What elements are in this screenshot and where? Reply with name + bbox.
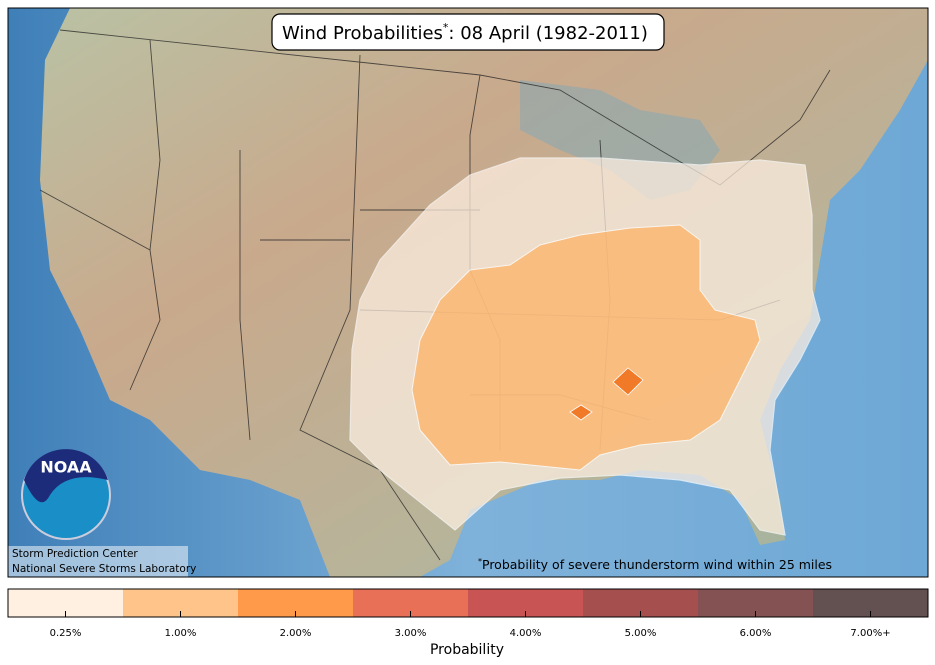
map (8, 8, 928, 577)
legend: 0.25% 1.00% 2.00% 3.00% 4.00% 5.00% 6.00% 7.00%… (7, 588, 929, 639)
logo-top (24, 449, 108, 503)
contour-1 (411, 224, 761, 471)
title-box (271, 13, 665, 51)
title-mark: * (443, 21, 449, 34)
legend-label: 2.00% (280, 628, 312, 639)
credit-line: Storm Prediction Center (12, 548, 138, 560)
footnote-mark: * (478, 557, 482, 566)
legend-label: 0.25% (50, 628, 82, 639)
title-main: Wind Probabilities (282, 23, 443, 44)
contour-2 (612, 367, 644, 396)
title-rest: : 08 April (1982-2011) (448, 23, 647, 44)
footnote-text: Probability of severe thunderstorm wind … (482, 557, 832, 572)
legend-label: 5.00% (625, 628, 657, 639)
credit-line: National Severe Storms Laboratory (12, 563, 196, 575)
legend-label: 3.00% (395, 628, 427, 639)
legend-label: 4.00% (510, 628, 542, 639)
noaa-logo: NOAA (21, 449, 111, 540)
map-frame (7, 7, 929, 578)
legend-label: 1.00% (165, 628, 197, 639)
title: Wind Probabilities*: 08 April (1982-2011… (282, 21, 648, 44)
logo-text: NOAA (40, 458, 92, 477)
contour-2 (569, 404, 593, 421)
legend-frame (7, 588, 929, 618)
legend-title: Probability (430, 642, 504, 658)
legend-label: 7.00%+ (850, 628, 890, 639)
credit-box (8, 546, 188, 577)
legend-label: 6.00% (740, 628, 772, 639)
footnote: *Probability of severe thunderstorm wind… (478, 557, 832, 572)
